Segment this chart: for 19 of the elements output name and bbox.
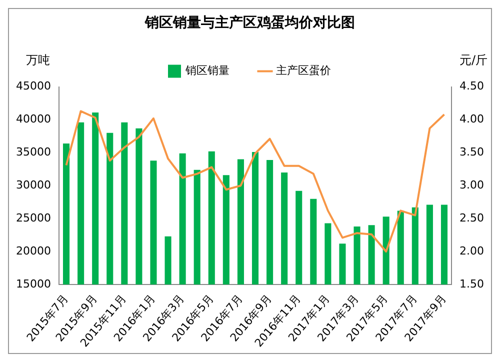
y2-tick-label: 3.00 — [460, 178, 484, 192]
y2-tick-label: 2.50 — [460, 211, 484, 224]
chart-title: 销区销量与主产区鸡蛋均价对比图 — [144, 14, 355, 32]
y2-tick-label: 4.50 — [460, 80, 484, 93]
y-tick-label: 20000 — [16, 244, 51, 258]
y-tick-label: 35000 — [16, 146, 51, 159]
legend-label: 主产区蛋价 — [276, 64, 331, 78]
y2-tick-label: 2.00 — [460, 244, 484, 258]
y-tick-label: 40000 — [16, 112, 51, 126]
y2-axis-title: 元/斤 — [459, 52, 488, 67]
y2-tick-label: 4.00 — [460, 112, 484, 126]
y-tick-label: 15000 — [16, 277, 51, 290]
y-tick-label: 45000 — [16, 80, 51, 93]
y-axis-title: 万吨 — [26, 52, 50, 67]
y2-tick-label: 3.50 — [460, 146, 484, 159]
y2-tick-label: 1.50 — [460, 277, 484, 290]
y-tick-label: 25000 — [16, 211, 51, 224]
y-tick-label: 30000 — [16, 178, 51, 192]
legend-label: 销区销量 — [184, 64, 230, 78]
